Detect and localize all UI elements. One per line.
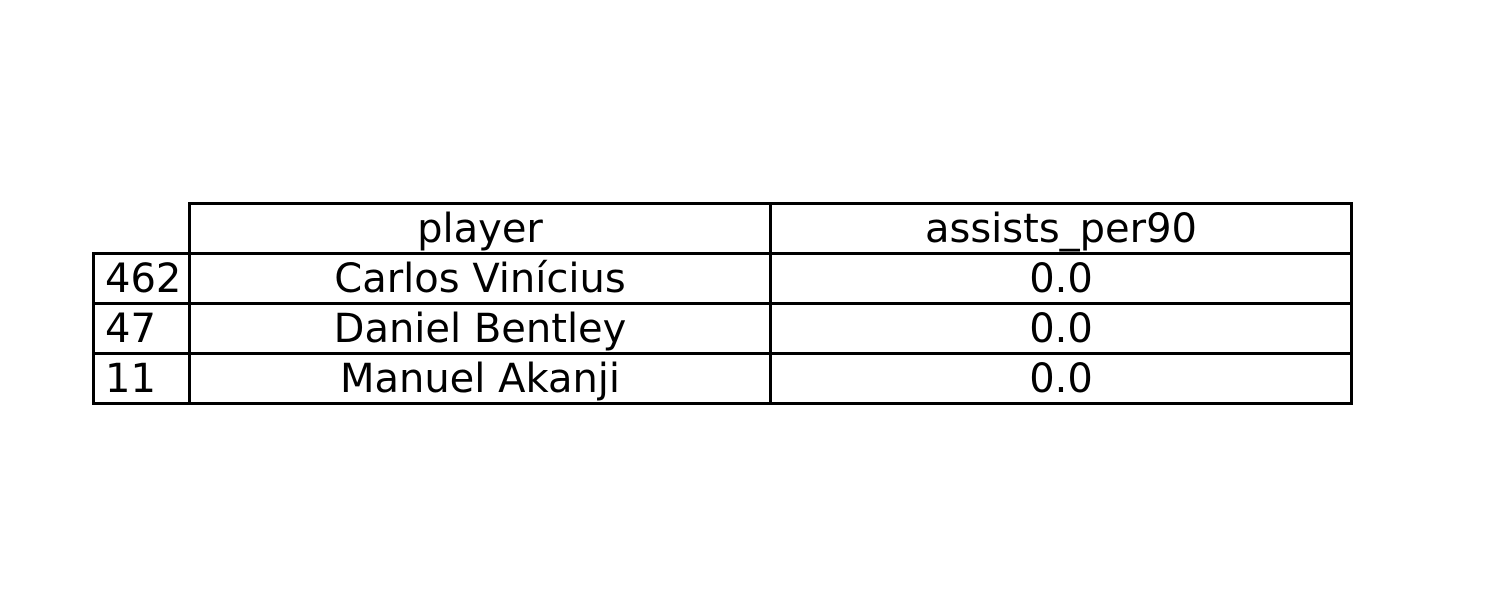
column-header-player: player <box>188 202 772 255</box>
table-cell-player: Manuel Akanji <box>188 352 772 405</box>
row-index-cell: 462 <box>92 252 191 305</box>
table-cell-player: Daniel Bentley <box>188 302 772 355</box>
table-cell-player: Carlos Vinícius <box>188 252 772 305</box>
column-header-assists-per90: assists_per90 <box>769 202 1353 255</box>
table-cell-assists-per90: 0.0 <box>769 352 1353 405</box>
row-index-cell: 47 <box>92 302 191 355</box>
table-cell-assists-per90: 0.0 <box>769 252 1353 305</box>
table-cell-assists-per90: 0.0 <box>769 302 1353 355</box>
row-index-cell: 11 <box>92 352 191 405</box>
